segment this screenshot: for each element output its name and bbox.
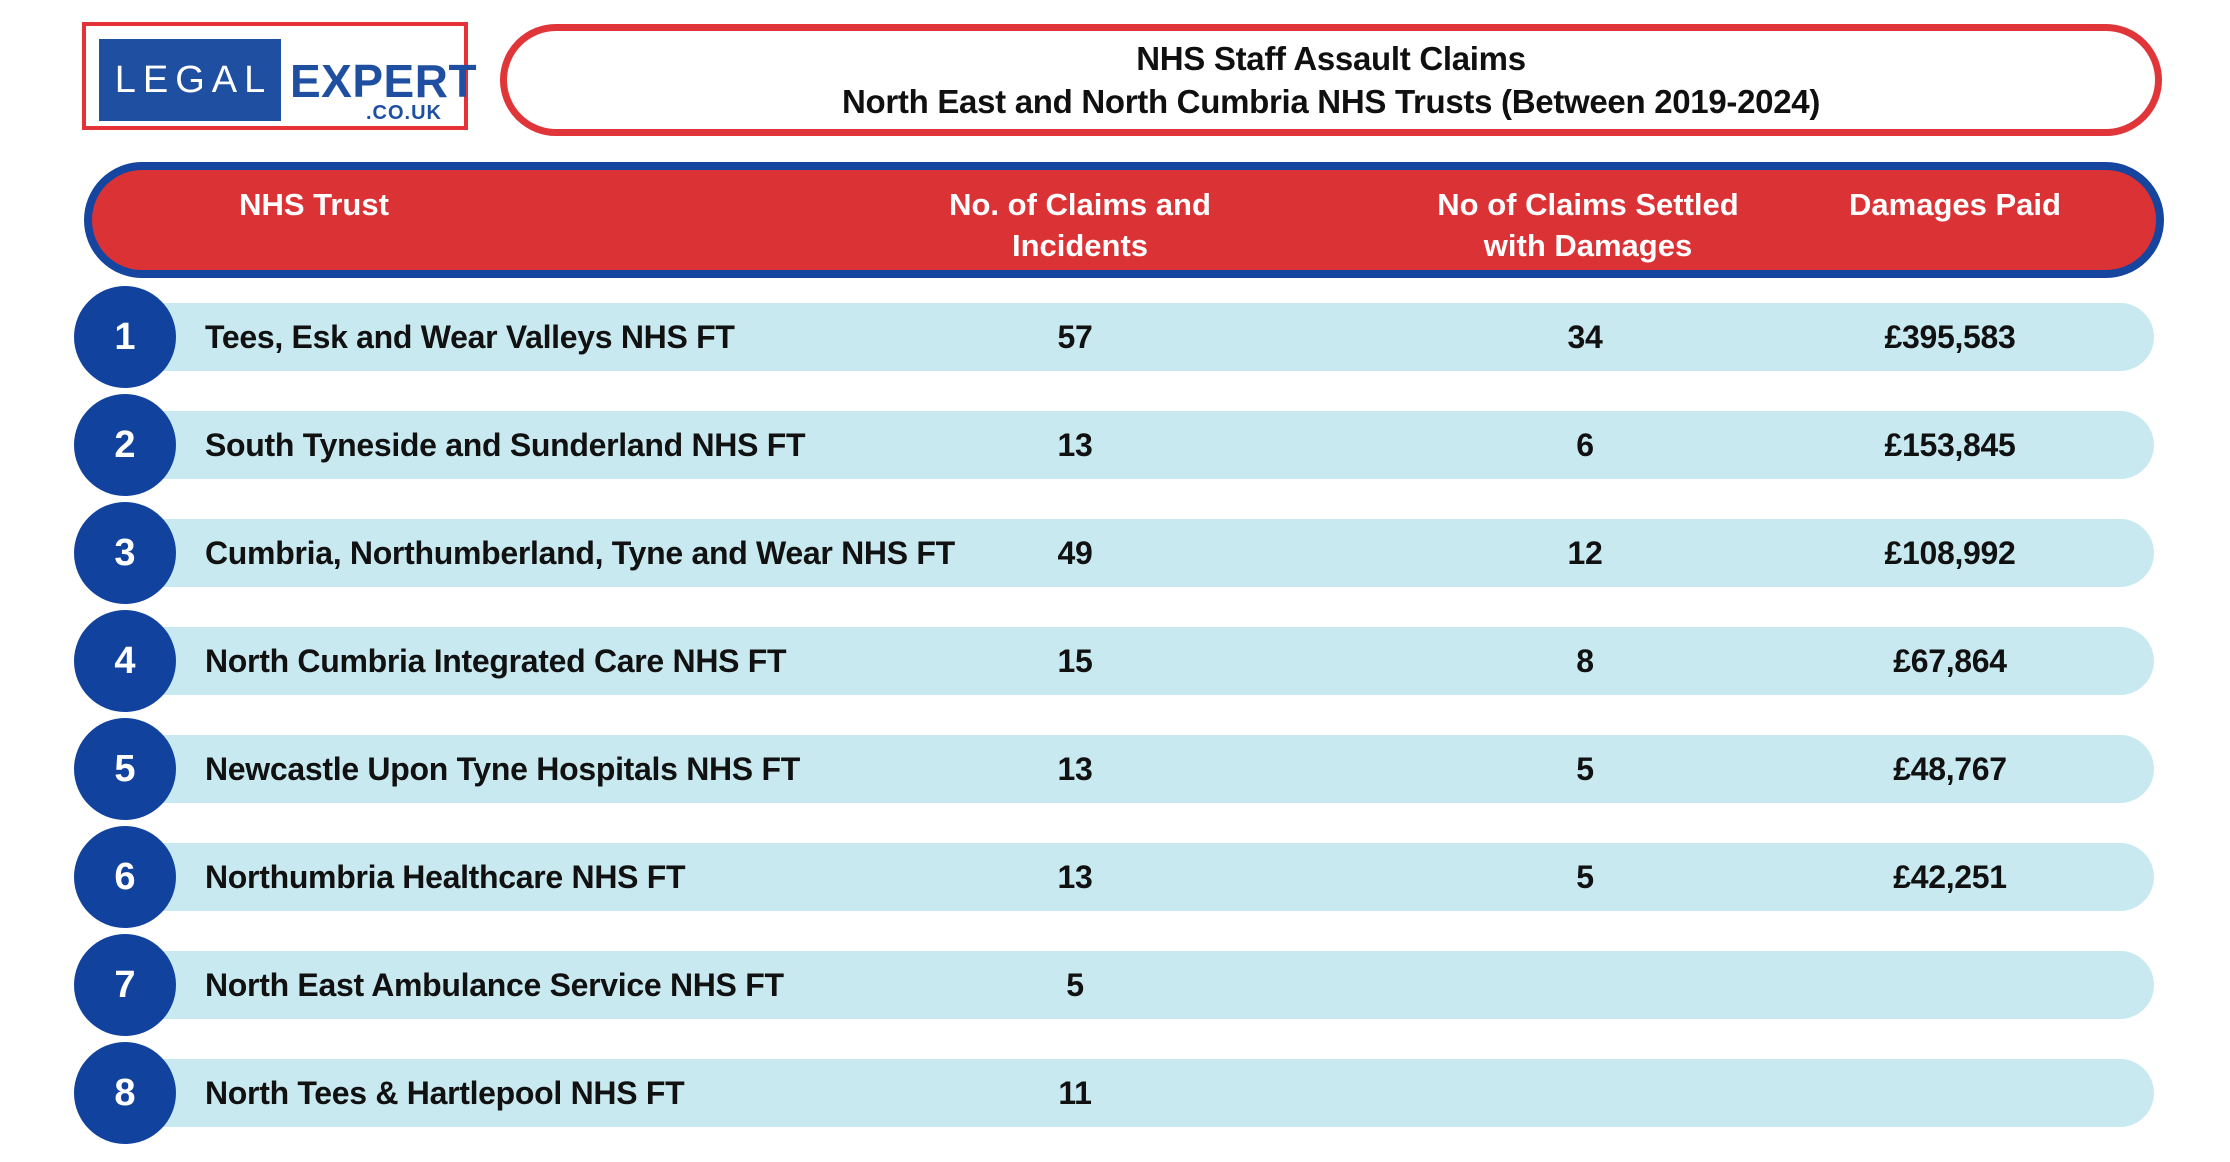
- rank-number: 3: [114, 531, 136, 574]
- title-banner: NHS Staff Assault Claims North East and …: [500, 24, 2162, 136]
- trust-name: North East Ambulance Service NHS FT: [205, 967, 784, 1003]
- rank-badge: 3: [74, 502, 176, 604]
- rank-number: 8: [114, 1071, 136, 1114]
- header-damages-paid: Damages Paid: [1849, 187, 2061, 222]
- trust-name: North Cumbria Integrated Care NHS FT: [205, 643, 787, 679]
- settled-count: 6: [1576, 427, 1594, 463]
- rank-number: 2: [114, 423, 136, 466]
- rank-number: 5: [114, 747, 136, 790]
- title-line-2: North East and North Cumbria NHS Trusts …: [841, 82, 1821, 120]
- settled-count: 5: [1576, 751, 1594, 787]
- settled-count: 5: [1576, 859, 1594, 895]
- rank-number: 6: [114, 855, 136, 898]
- row-bar: North East Ambulance Service NHS FT 5: [128, 951, 2154, 1019]
- claims-count: 13: [1057, 859, 1093, 895]
- logo-expert-text: EXPERT: [290, 55, 478, 107]
- damages-paid: £153,845: [1884, 427, 2016, 463]
- header-claims-incidents: No. of Claims and Incidents: [949, 184, 1211, 266]
- damages-paid: £42,251: [1893, 859, 2007, 895]
- table-row: Cumbria, Northumberland, Tyne and Wear N…: [0, 502, 2230, 627]
- title-line-1: NHS Staff Assault Claims: [1136, 39, 1526, 77]
- claims-count: 13: [1057, 427, 1093, 463]
- settled-count: 8: [1576, 643, 1594, 679]
- header-nhs-trust: NHS Trust: [239, 187, 389, 222]
- header-settled-line1: No of Claims Settled: [1437, 187, 1739, 222]
- rank-badge: 2: [74, 394, 176, 496]
- rank-number: 7: [114, 963, 136, 1006]
- table-row: Tees, Esk and Wear Valleys NHS FT 57 34 …: [0, 286, 2230, 411]
- header-claims-settled: No of Claims Settled with Damages: [1437, 184, 1738, 266]
- trust-name: Cumbria, Northumberland, Tyne and Wear N…: [205, 535, 955, 571]
- damages-paid: £108,992: [1884, 535, 2016, 571]
- row-bar: North Cumbria Integrated Care NHS FT 15 …: [128, 627, 2154, 695]
- claims-count: 49: [1057, 535, 1093, 571]
- row-bar: South Tyneside and Sunderland NHS FT 13 …: [128, 411, 2154, 479]
- rank-number: 4: [114, 639, 136, 682]
- table-header: NHS Trust No. of Claims and Incidents No…: [84, 162, 2164, 278]
- header-claims-line2: Incidents: [1011, 228, 1149, 263]
- rank-badge: 7: [74, 934, 176, 1036]
- settled-count: 12: [1567, 535, 1603, 571]
- damages-paid: £395,583: [1884, 319, 2016, 355]
- table-row: Newcastle Upon Tyne Hospitals NHS FT 13 …: [0, 718, 2230, 843]
- trust-name: South Tyneside and Sunderland NHS FT: [205, 427, 806, 463]
- row-bar: North Tees & Hartlepool NHS FT 11: [128, 1059, 2154, 1127]
- logo-legal-text: LEGAL: [114, 58, 273, 101]
- rank-badge: 8: [74, 1042, 176, 1144]
- row-bar: Tees, Esk and Wear Valleys NHS FT 57 34 …: [128, 303, 2154, 371]
- logo-couk-text: .CO.UK: [366, 102, 442, 124]
- damages-paid: £48,767: [1893, 751, 2007, 787]
- trust-name: Newcastle Upon Tyne Hospitals NHS FT: [205, 751, 800, 787]
- table-row: North Cumbria Integrated Care NHS FT 15 …: [0, 610, 2230, 735]
- logo-legal-box: LEGAL: [99, 39, 281, 121]
- claims-count: 13: [1057, 751, 1093, 787]
- rank-badge: 6: [74, 826, 176, 928]
- rank-number: 1: [114, 315, 136, 358]
- settled-count: 34: [1567, 319, 1603, 355]
- table-row: North Tees & Hartlepool NHS FT 11 8: [0, 1042, 2230, 1162]
- legal-expert-logo: LEGAL EXPERT .CO.UK: [82, 22, 477, 130]
- table-row: Northumbria Healthcare NHS FT 13 5 £42,2…: [0, 826, 2230, 951]
- rank-badge: 4: [74, 610, 176, 712]
- header-settled-line2: with Damages: [1483, 228, 1693, 263]
- rank-badge: 1: [74, 286, 176, 388]
- row-bar: Newcastle Upon Tyne Hospitals NHS FT 13 …: [128, 735, 2154, 803]
- rank-badge: 5: [74, 718, 176, 820]
- trust-name: Tees, Esk and Wear Valleys NHS FT: [205, 319, 735, 355]
- claims-count: 15: [1057, 643, 1093, 679]
- header-claims-line1: No. of Claims and: [949, 187, 1211, 222]
- claims-count: 5: [1066, 967, 1084, 1003]
- claims-count: 11: [1058, 1075, 1092, 1111]
- table-row: North East Ambulance Service NHS FT 5 7: [0, 934, 2230, 1059]
- trust-name: Northumbria Healthcare NHS FT: [205, 859, 686, 895]
- claims-count: 57: [1057, 319, 1093, 355]
- trust-name: North Tees & Hartlepool NHS FT: [205, 1075, 685, 1111]
- row-bar: Northumbria Healthcare NHS FT 13 5 £42,2…: [128, 843, 2154, 911]
- damages-paid: £67,864: [1893, 643, 2007, 679]
- row-bar: Cumbria, Northumberland, Tyne and Wear N…: [128, 519, 2154, 587]
- table-row: South Tyneside and Sunderland NHS FT 13 …: [0, 394, 2230, 519]
